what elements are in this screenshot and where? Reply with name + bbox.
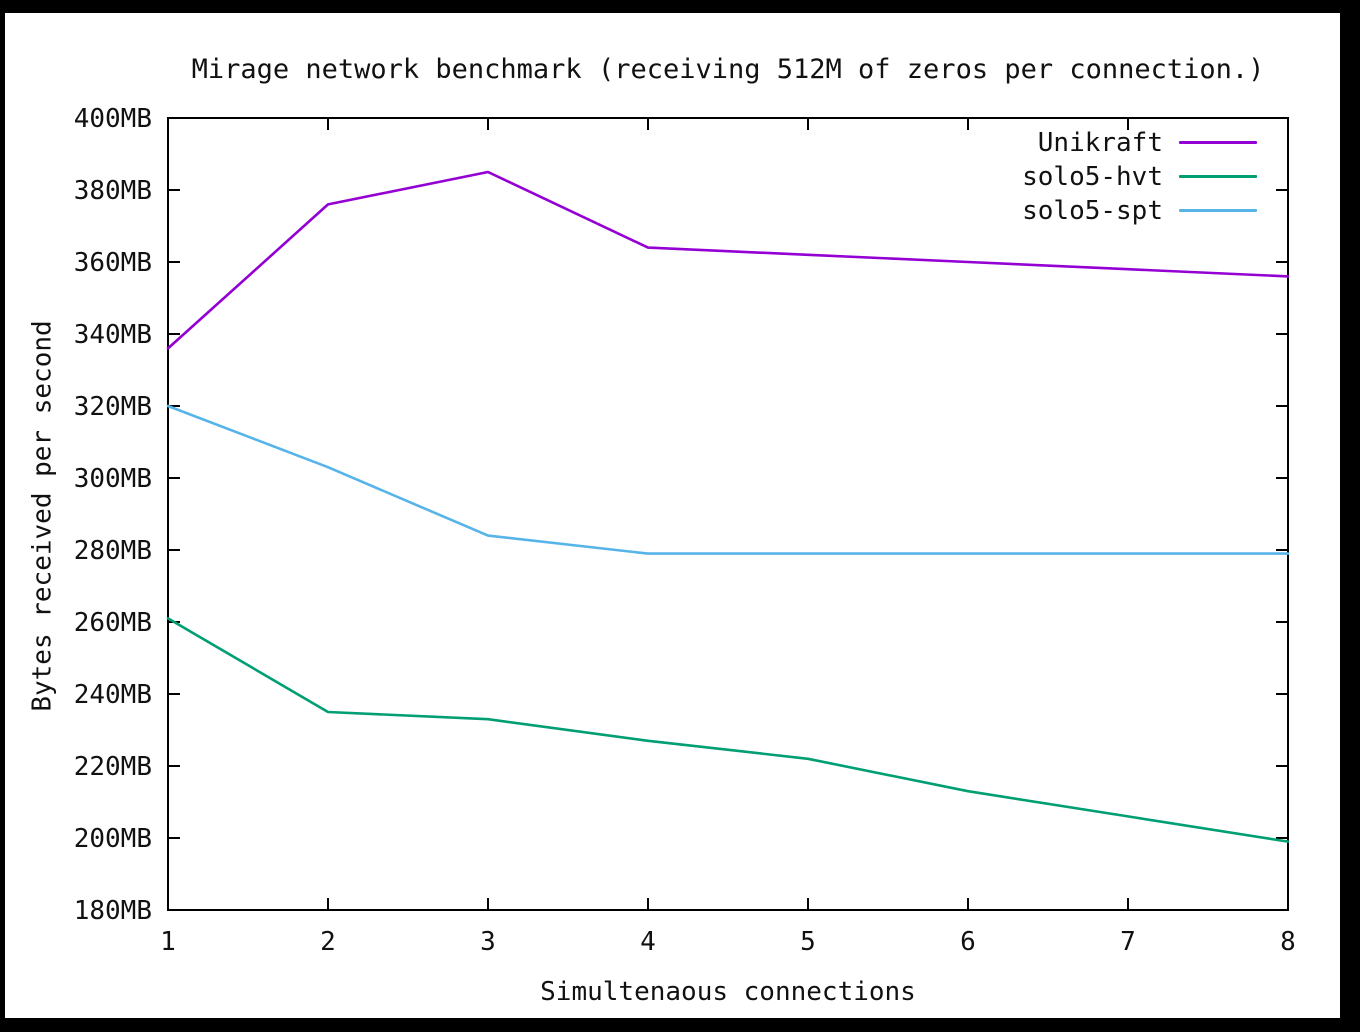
x-tick-label: 7 (1120, 927, 1136, 957)
x-tick-label: 3 (480, 927, 496, 957)
legend-item: Unikraft (1038, 127, 1257, 158)
y-tick-label: 260MB (74, 608, 152, 638)
legend-line-sample (1179, 141, 1257, 144)
y-tick-label: 280MB (74, 536, 152, 566)
x-tick-label: 4 (640, 927, 656, 957)
chart-canvas: Mirage network benchmark (receiving 512M… (5, 13, 1340, 1018)
series-line-solo5-spt (166, 404, 1290, 555)
y-tick-label: 200MB (74, 824, 152, 854)
y-tick-label: 240MB (74, 680, 152, 710)
y-tick-label: 320MB (74, 392, 152, 422)
x-axis-label: Simultenaous connections (540, 977, 916, 1007)
x-tick-label: 6 (960, 927, 976, 957)
x-tick-label: 2 (320, 927, 336, 957)
y-tick-label: 400MB (74, 104, 152, 134)
x-tick-label: 1 (160, 927, 176, 957)
legend-item: solo5-spt (1022, 195, 1257, 226)
y-tick-label: 340MB (74, 320, 152, 350)
y-tick-label: 220MB (74, 752, 152, 782)
y-tick-label: 180MB (74, 896, 152, 926)
legend-label: solo5-hvt (1022, 161, 1163, 192)
legend-line-sample (1179, 209, 1257, 212)
plot-border (167, 117, 1289, 911)
y-tick-label: 360MB (74, 248, 152, 278)
x-tick-label: 5 (800, 927, 816, 957)
x-tick-label: 8 (1280, 927, 1296, 957)
legend-label: Unikraft (1037, 127, 1163, 158)
series-line-solo5-hvt (166, 617, 1290, 843)
chart-title: Mirage network benchmark (receiving 512M… (191, 54, 1265, 85)
y-tick-label: 300MB (74, 464, 152, 494)
legend-line-sample (1179, 175, 1257, 178)
series-line-Unikraft (166, 170, 1290, 350)
legend: Unikraft solo5-hvt solo5-spt (1022, 127, 1257, 226)
y-tick-label: 380MB (74, 176, 152, 206)
legend-item: solo5-hvt (1022, 161, 1257, 192)
legend-label: solo5-spt (1022, 195, 1163, 226)
plot-area: 1 2 3 4 5 6 7 8 180MB 200MB 220MB 240MB 260MB 280MB 30… (74, 104, 1296, 957)
